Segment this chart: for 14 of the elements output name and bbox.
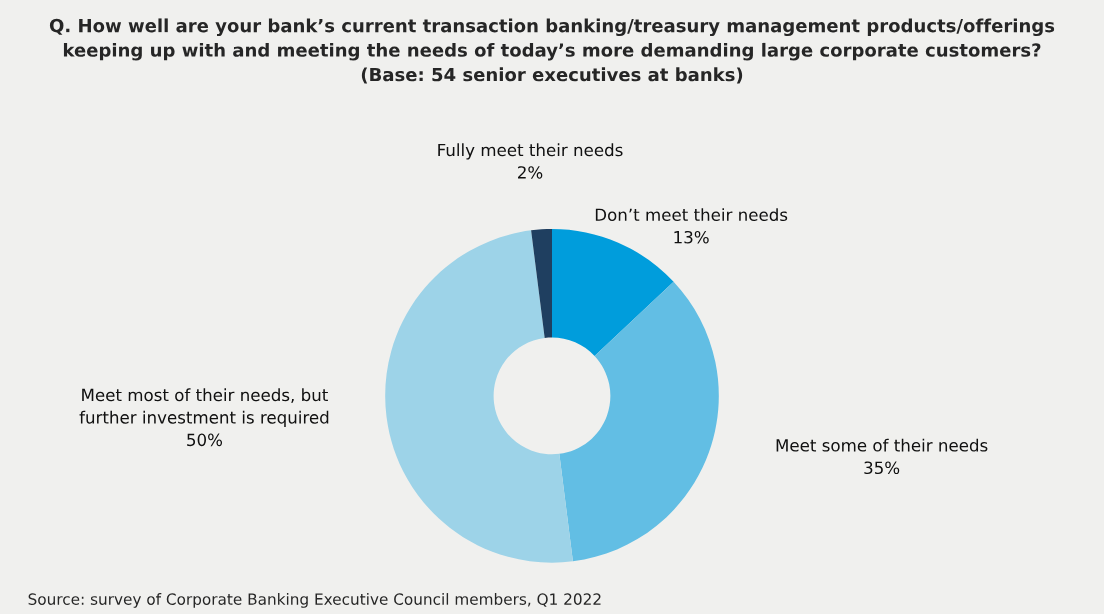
donut-slice [385,230,573,563]
source-note: Source: survey of Corporate Banking Executive Council members, Q1 2022 [28,593,601,608]
data-label: 13% [674,230,709,244]
chart-title: Q. How well are your bank’s current transaction banking/treasury management products/offerings keeping up with and meeting the needs of today’s more demanding large corporate customers? (Base: 54 senior executives at banks) [49,18,1055,84]
donut-slice [559,281,719,562]
slice-label: Fully meet their needs [438,143,623,160]
donut-slice [531,229,552,338]
slice-label: Meet some of their needs [776,438,988,452]
data-label: 50% [187,433,223,447]
donut-slice [552,229,674,356]
slice-label: Meet most of their needs, but further investment is required [79,388,329,427]
data-label: 2% [518,166,543,179]
slice-label: Don’t meet their needs [595,208,788,222]
data-label: 35% [864,461,900,475]
